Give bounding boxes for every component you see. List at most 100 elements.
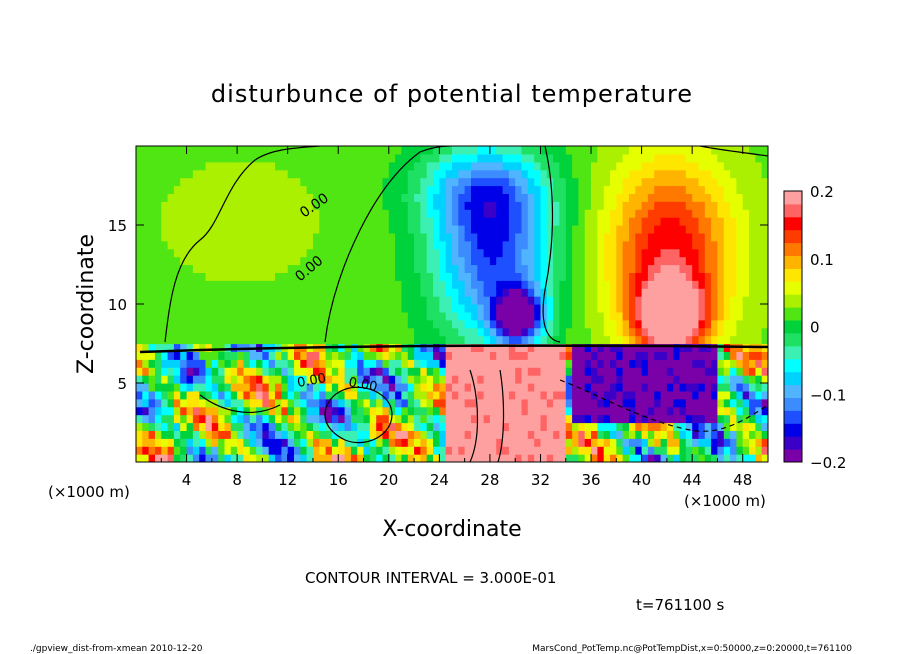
field-cell — [331, 177, 339, 187]
field-cell — [717, 264, 725, 273]
field-cell — [325, 430, 333, 439]
field-cell — [622, 280, 630, 289]
field-cell — [489, 335, 497, 345]
field-cell — [287, 359, 295, 368]
field-cell — [173, 383, 181, 392]
field-cell — [433, 327, 440, 337]
field-cell — [559, 438, 567, 447]
field-cell — [350, 264, 358, 273]
field-cell — [660, 217, 668, 226]
field-cell — [761, 264, 768, 273]
field-cell — [641, 311, 649, 321]
field-cell — [496, 240, 504, 250]
field-cell — [357, 454, 365, 462]
field-cell — [249, 414, 257, 424]
field-cell — [407, 240, 415, 250]
field-cell — [294, 375, 301, 384]
field-cell — [376, 351, 384, 360]
field-cell — [685, 311, 693, 321]
field-cell — [262, 248, 270, 258]
field-cell — [445, 343, 453, 352]
field-cell — [496, 438, 504, 447]
field-cell — [679, 264, 687, 273]
field-cell — [458, 248, 466, 258]
field-cell — [205, 422, 213, 431]
field-cell — [622, 446, 630, 455]
field-cell — [407, 383, 415, 392]
field-cell — [306, 319, 314, 329]
field-cell — [369, 383, 377, 392]
field-cell — [192, 209, 200, 218]
field-cell — [148, 153, 156, 163]
field-cell — [452, 256, 459, 266]
field-cell — [382, 225, 390, 234]
field-cell — [173, 327, 181, 337]
field-cell — [483, 383, 491, 392]
field-cell — [300, 398, 308, 408]
field-cell — [401, 272, 409, 281]
field-cell — [698, 169, 706, 179]
field-cell — [173, 256, 181, 266]
field-cell — [489, 146, 497, 155]
field-cell — [275, 414, 282, 424]
field-cell — [350, 406, 358, 416]
field-cell — [471, 264, 478, 273]
field-cell — [363, 430, 371, 439]
field-cell — [477, 248, 485, 258]
field-cell — [268, 248, 276, 258]
field-cell — [338, 240, 346, 250]
field-cell — [369, 367, 377, 376]
field-cell — [433, 161, 440, 171]
field-cell — [458, 375, 466, 384]
field-cell — [679, 217, 687, 226]
field-cell — [477, 232, 485, 242]
field-cell — [230, 351, 238, 360]
field-cell — [749, 359, 756, 368]
field-cell — [306, 201, 314, 210]
field-cell — [553, 398, 561, 408]
field-cell — [186, 177, 194, 187]
field-cell — [395, 280, 403, 289]
field-cell — [445, 280, 453, 289]
field-cell — [357, 169, 365, 179]
field-cell — [489, 185, 497, 194]
field-cell — [331, 264, 339, 273]
field-cell — [591, 311, 598, 321]
field-cell — [540, 438, 548, 447]
field-cell — [382, 335, 390, 345]
field-cell — [439, 351, 447, 360]
field-cell — [622, 153, 630, 163]
field-cell — [452, 201, 459, 210]
field-cell — [692, 161, 700, 171]
field-cell — [471, 272, 478, 281]
field-cell — [256, 390, 264, 400]
field-cell — [496, 430, 504, 439]
field-cell — [603, 422, 611, 431]
field-cell — [148, 280, 156, 289]
field-cell — [294, 398, 301, 408]
field-cell — [382, 193, 390, 202]
field-cell — [540, 288, 548, 297]
field-cell — [761, 296, 768, 305]
field-cell — [591, 454, 598, 462]
field-cell — [300, 169, 308, 179]
field-cell — [388, 185, 396, 194]
field-cell — [363, 256, 371, 266]
field-cell — [407, 422, 415, 431]
field-cell — [578, 351, 586, 360]
field-cell — [445, 438, 453, 447]
field-cell — [534, 146, 542, 155]
field-cell — [666, 240, 674, 250]
field-cell — [616, 185, 624, 194]
field-cell — [749, 217, 756, 226]
field-cell — [401, 414, 409, 424]
field-cell — [616, 209, 624, 218]
field-cell — [685, 422, 693, 431]
field-cell — [603, 438, 611, 447]
field-cell — [395, 161, 403, 171]
field-cell — [205, 438, 213, 447]
field-cell — [369, 256, 377, 266]
field-cell — [540, 201, 548, 210]
field-cell — [540, 185, 548, 194]
field-cell — [711, 280, 719, 289]
